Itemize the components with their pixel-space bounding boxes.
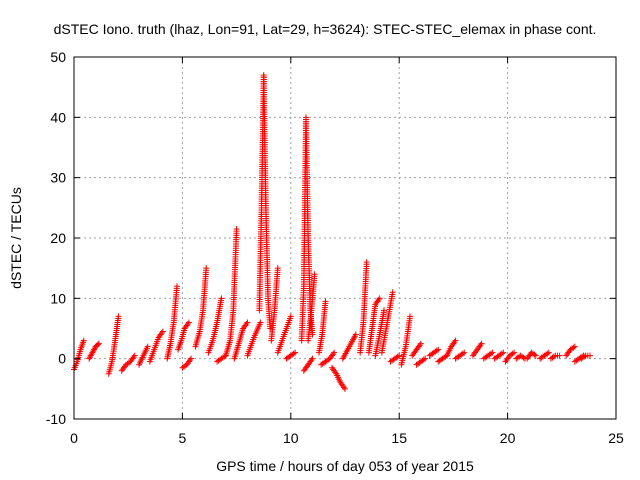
data-point-marker [381,307,388,314]
data-point-marker [115,313,122,320]
data-point-marker [311,271,318,278]
data-point-marker [417,340,424,347]
data-point-marker [545,349,552,356]
data-point-marker [352,331,359,338]
data-point-marker [433,347,440,354]
data-point-marker [556,352,563,359]
y-tick-label: 50 [50,49,66,65]
data-point-marker [509,350,516,357]
data-point-marker [331,349,338,356]
data-point-marker [550,353,557,360]
data-point-marker [396,352,403,359]
data-point-marker [570,344,577,351]
x-tick-label: 20 [500,430,516,446]
chart-title: dSTEC Iono. truth (lhaz, Lon=91, Lat=29,… [54,21,597,37]
data-point-marker [500,349,507,356]
y-tick-label: 40 [50,109,66,125]
data-point-marker [498,350,505,357]
data-point-marker [478,340,485,347]
y-tick-label: 0 [58,351,66,367]
data-point-marker [131,352,138,359]
data-point-marker [80,337,87,344]
data-point-marker [452,337,459,344]
data-point-marker [94,341,101,348]
grid-lines [74,57,616,419]
data-point-marker [95,340,102,347]
data-point-marker [274,265,281,272]
data-point-marker [394,353,401,360]
data-point-marker [218,295,225,302]
data-point-marker [188,355,195,362]
x-tick-label: 15 [391,430,407,446]
x-axis-label: GPS time / hours of day 053 of year 2015 [216,458,474,474]
data-point-marker [511,349,518,356]
data-point-marker [461,349,468,356]
data-point-marker [244,319,251,326]
data-point-marker [173,283,180,290]
data-point-marker [185,319,192,326]
x-tick-label: 10 [283,430,299,446]
data-point-marker [571,343,578,350]
data-point-marker [125,359,132,366]
data-point-marker [292,349,299,356]
data-point-marker [489,349,496,356]
y-tick-label: 30 [50,170,66,186]
data-point-marker [203,265,210,272]
y-axis-label: dSTEC / TECUs [8,187,24,289]
data-points [71,72,593,392]
data-point-marker [420,356,427,363]
x-tick-label: 0 [70,430,78,446]
data-point-marker [407,313,414,320]
data-point-marker [581,353,588,360]
data-point-marker [325,356,332,363]
data-point-marker [531,351,538,358]
data-point-marker [532,352,539,359]
data-point-marker [159,328,166,335]
x-tick-label: 25 [608,430,624,446]
y-tick-label: -10 [46,411,66,427]
data-point-marker [487,350,494,357]
data-point-marker [520,354,527,361]
data-point-marker [257,319,264,326]
data-point-marker [435,346,442,353]
data-point-marker [233,225,240,232]
data-point-marker [182,362,189,369]
data-point-marker [376,295,383,302]
data-point-marker [422,355,429,362]
data-point-marker [309,355,316,362]
data-point-marker [322,298,329,305]
data-point-marker [144,343,151,350]
data-point-marker [342,385,348,392]
y-tick-label: 20 [50,230,66,246]
y-tick-label: 10 [50,290,66,306]
data-point-marker [287,313,294,320]
data-point-marker [459,350,466,357]
data-point-marker [389,289,396,296]
x-tick-label: 5 [179,430,187,446]
data-point-marker [363,259,370,266]
data-point-marker [544,350,551,357]
data-point-marker [290,350,297,357]
data-point-marker [586,352,593,359]
